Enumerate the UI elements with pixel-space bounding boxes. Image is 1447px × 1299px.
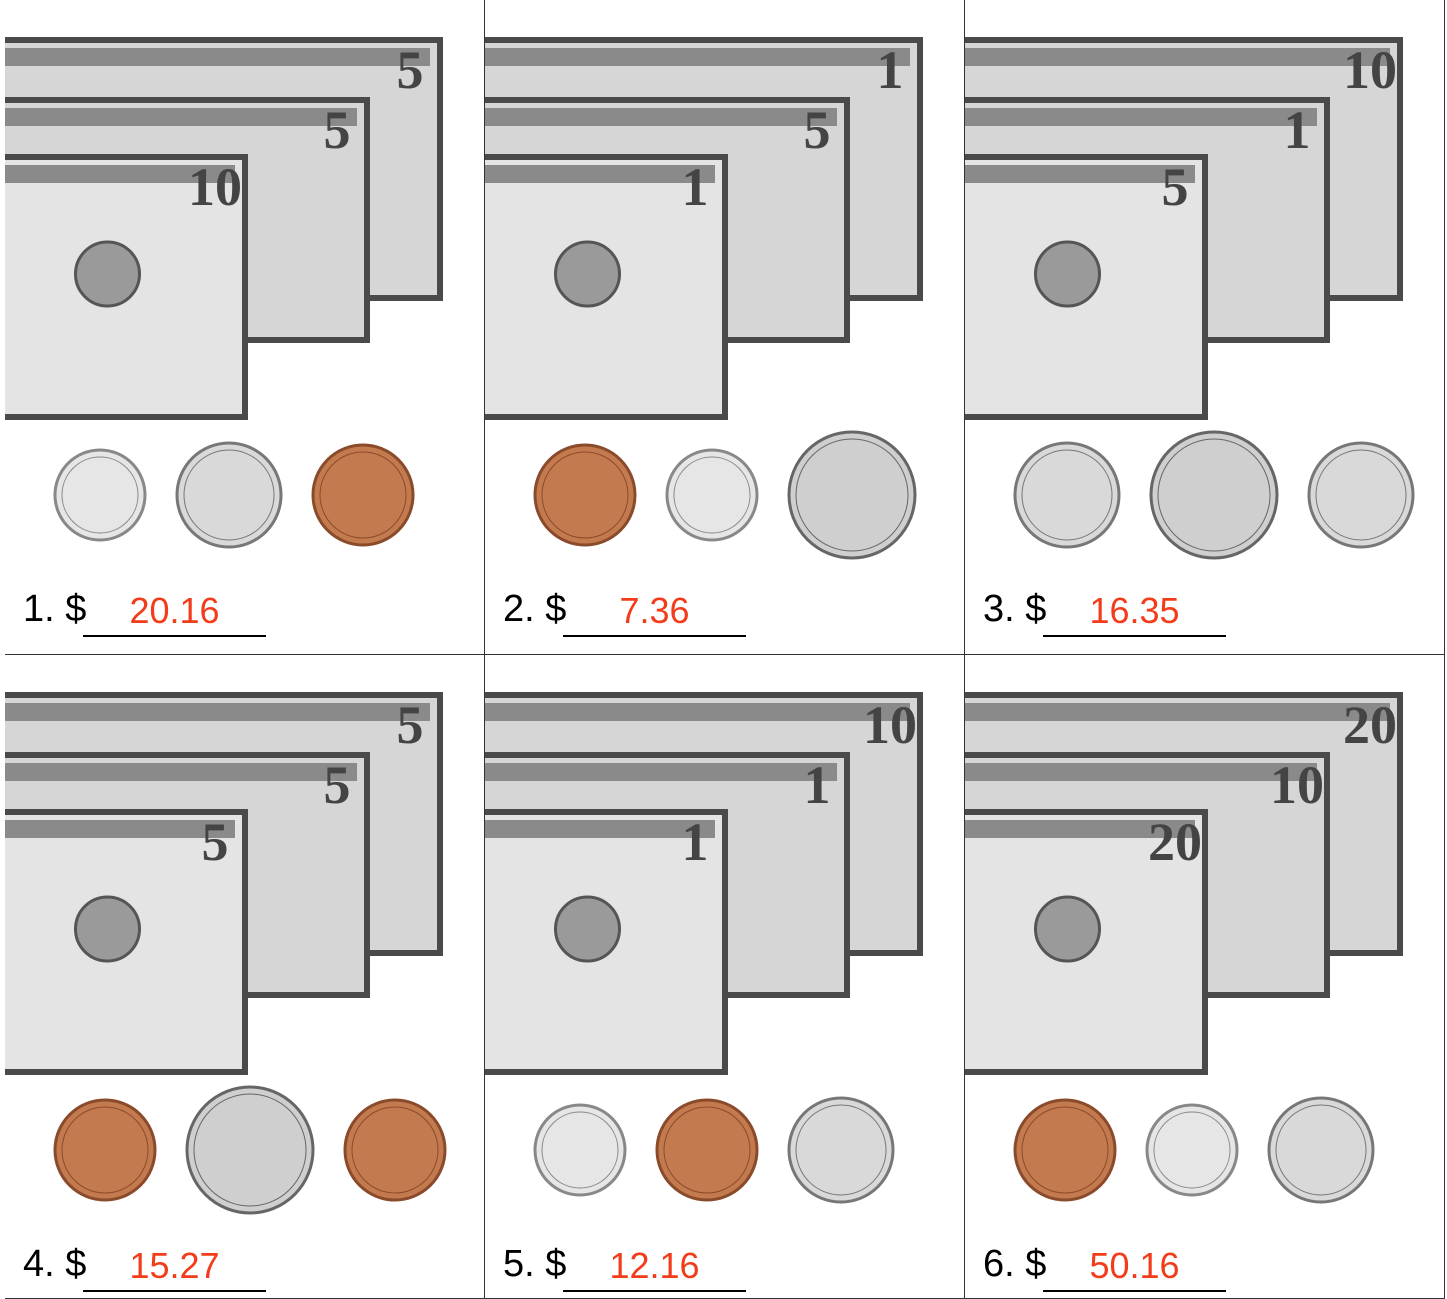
bill-denomination: 5 xyxy=(202,812,229,872)
bill-denomination: 5 xyxy=(397,695,424,755)
bill-band xyxy=(5,820,235,838)
bill-denomination: 10 xyxy=(188,157,242,217)
problem-cell: 10 1 5 3. $16.35 xyxy=(965,0,1445,655)
bill-denomination: 20 xyxy=(1343,695,1397,755)
problem-label: 3. $ xyxy=(983,588,1046,631)
coin xyxy=(1151,432,1277,558)
coin xyxy=(657,1100,757,1200)
coin xyxy=(177,443,281,547)
coin xyxy=(345,1100,445,1200)
money-illustration: 151 xyxy=(485,0,965,560)
bill-denomination: 10 xyxy=(1343,40,1397,100)
bill-seal xyxy=(76,897,140,961)
bill-band xyxy=(965,108,1317,126)
coin xyxy=(789,432,915,558)
bill-denomination: 5 xyxy=(397,40,424,100)
bill-denomination: 1 xyxy=(877,40,904,100)
bill-band xyxy=(965,165,1195,183)
money-illustration: 55 10 xyxy=(5,0,485,560)
answer-line xyxy=(83,1290,266,1292)
answer-line xyxy=(563,1290,746,1292)
money-illustration: 555 xyxy=(5,655,485,1215)
answer-line xyxy=(563,635,746,637)
bill-band xyxy=(485,763,837,781)
answer: 20.16 xyxy=(83,590,266,632)
coin xyxy=(667,450,757,540)
answer: 15.27 xyxy=(83,1245,266,1287)
bill-band xyxy=(485,820,715,838)
bill-band xyxy=(485,165,715,183)
bill-band xyxy=(485,703,910,721)
bill-band xyxy=(965,48,1390,66)
coin xyxy=(313,445,413,545)
bill-denomination: 5 xyxy=(1162,157,1189,217)
worksheet: 55101. $20.161512. $7.3610153. $16.35555… xyxy=(0,0,1447,1299)
bill-band xyxy=(485,48,910,66)
bill-band xyxy=(5,48,430,66)
problem-label: 5. $ xyxy=(503,1243,566,1286)
money-illustration: 10 1 1 xyxy=(485,655,965,1215)
answer-line xyxy=(1043,1290,1226,1292)
coin xyxy=(55,1100,155,1200)
problem-label: 4. $ xyxy=(23,1243,86,1286)
problem-cell: 10 1 1 5. $12.16 xyxy=(485,655,965,1299)
answer: 16.35 xyxy=(1043,590,1226,632)
bill-band xyxy=(965,703,1390,721)
bill-band xyxy=(485,108,837,126)
bill-seal xyxy=(1036,242,1100,306)
answer-line xyxy=(1043,635,1226,637)
problem-label: 1. $ xyxy=(23,588,86,631)
money-illustration: 20 10 20 xyxy=(965,655,1445,1215)
bill-denomination: 1 xyxy=(804,755,831,815)
bill-denomination: 5 xyxy=(324,755,351,815)
coin xyxy=(187,1087,313,1213)
bill-denomination: 10 xyxy=(1270,755,1324,815)
problem-cell: 20 10 20 6. $50.16 xyxy=(965,655,1445,1299)
coin xyxy=(535,445,635,545)
bill-denomination: 1 xyxy=(682,812,709,872)
bill-band xyxy=(5,108,357,126)
bill-seal xyxy=(556,897,620,961)
bill-seal xyxy=(76,242,140,306)
answer: 50.16 xyxy=(1043,1245,1226,1287)
coin xyxy=(1147,1105,1237,1195)
coin xyxy=(535,1105,625,1195)
bill-band xyxy=(5,763,357,781)
bill-denomination: 20 xyxy=(1148,812,1202,872)
bill-denomination: 5 xyxy=(804,100,831,160)
answer-line xyxy=(83,635,266,637)
bill-denomination: 5 xyxy=(324,100,351,160)
bill-seal xyxy=(1036,897,1100,961)
coin xyxy=(55,450,145,540)
problem-label: 2. $ xyxy=(503,588,566,631)
coin xyxy=(1269,1098,1373,1202)
money-illustration: 10 1 5 xyxy=(965,0,1445,560)
coin xyxy=(1015,1100,1115,1200)
bill-denomination: 1 xyxy=(682,157,709,217)
bill-seal xyxy=(556,242,620,306)
answer: 7.36 xyxy=(563,590,746,632)
answer: 12.16 xyxy=(563,1245,746,1287)
coin xyxy=(1015,443,1119,547)
coin xyxy=(1309,443,1413,547)
bill-band xyxy=(965,763,1317,781)
bill-denomination: 10 xyxy=(863,695,917,755)
coin xyxy=(789,1098,893,1202)
problem-label: 6. $ xyxy=(983,1243,1046,1286)
bill-band xyxy=(5,703,430,721)
bill-denomination: 1 xyxy=(1284,100,1311,160)
